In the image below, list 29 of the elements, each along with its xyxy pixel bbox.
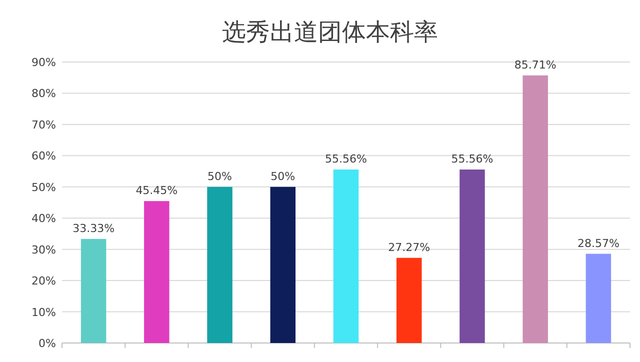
bar [333,170,359,343]
bar [522,75,548,343]
bar [586,254,612,343]
data-label: 55.56% [451,152,494,166]
y-tick-label: 50% [32,180,56,194]
y-tick-label: 0% [38,337,56,350]
bar [460,170,485,343]
data-label: 55.56% [325,152,367,166]
data-label: 45.45% [136,184,178,198]
data-label: 50% [270,170,296,183]
data-label: 50% [208,170,232,183]
bar [207,186,232,343]
bar [80,238,106,343]
y-tick-label: 40% [32,212,56,226]
data-label: 28.57% [577,236,620,250]
y-tick-label: 10% [32,306,56,319]
bar [144,201,170,343]
data-label: 27.27% [388,240,430,254]
y-tick-label: 60% [32,150,56,163]
y-tick-label: 90% [32,56,56,69]
y-tick-label: 70% [32,118,56,132]
bar [270,186,296,343]
y-tick-label: 80% [32,87,56,100]
y-tick-label: 30% [32,243,56,256]
y-tick-label: 20% [32,274,56,288]
chart-title: 选秀出道团体本科率 [222,18,438,46]
data-label: 85.71% [514,58,556,72]
data-label: 33.33% [72,222,115,235]
bar [396,258,422,343]
